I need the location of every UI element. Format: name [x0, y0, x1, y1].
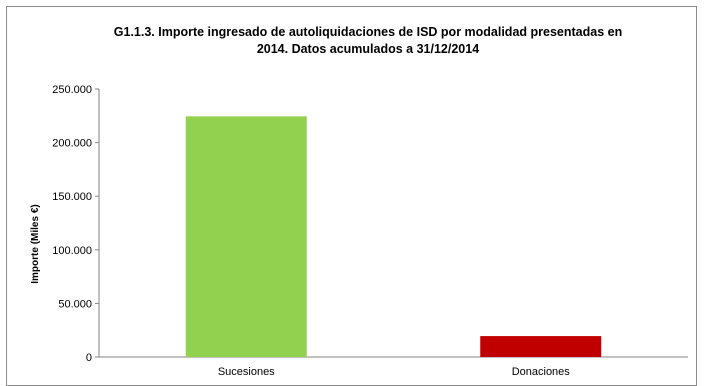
chart-area	[6, 6, 697, 386]
y-tick-label: 250.000	[52, 84, 92, 96]
bar-sucesiones	[185, 116, 307, 357]
bar-donaciones	[480, 336, 602, 357]
chart-title-line-1: G1.1.3. Importe ingresado de autoliquida…	[114, 25, 622, 39]
y-tick-label: 200.000	[52, 138, 92, 150]
chart-title-line-2: 2014. Datos acumulados a 31/12/2014	[257, 42, 479, 56]
y-tick-label: 50.000	[58, 298, 92, 310]
x-tick-label: Donaciones	[512, 366, 571, 378]
y-tick-label: 150.000	[52, 191, 92, 203]
y-tick-label: 100.000	[52, 245, 92, 257]
plot-area: 0 50.000 100.000 150.000 200.000 250.000 Suce…	[52, 84, 688, 378]
y-tick-label: 0	[86, 352, 92, 364]
y-axis-title: Importe (Miles €)	[30, 204, 41, 283]
x-tick-label: Sucesiones	[218, 366, 275, 378]
